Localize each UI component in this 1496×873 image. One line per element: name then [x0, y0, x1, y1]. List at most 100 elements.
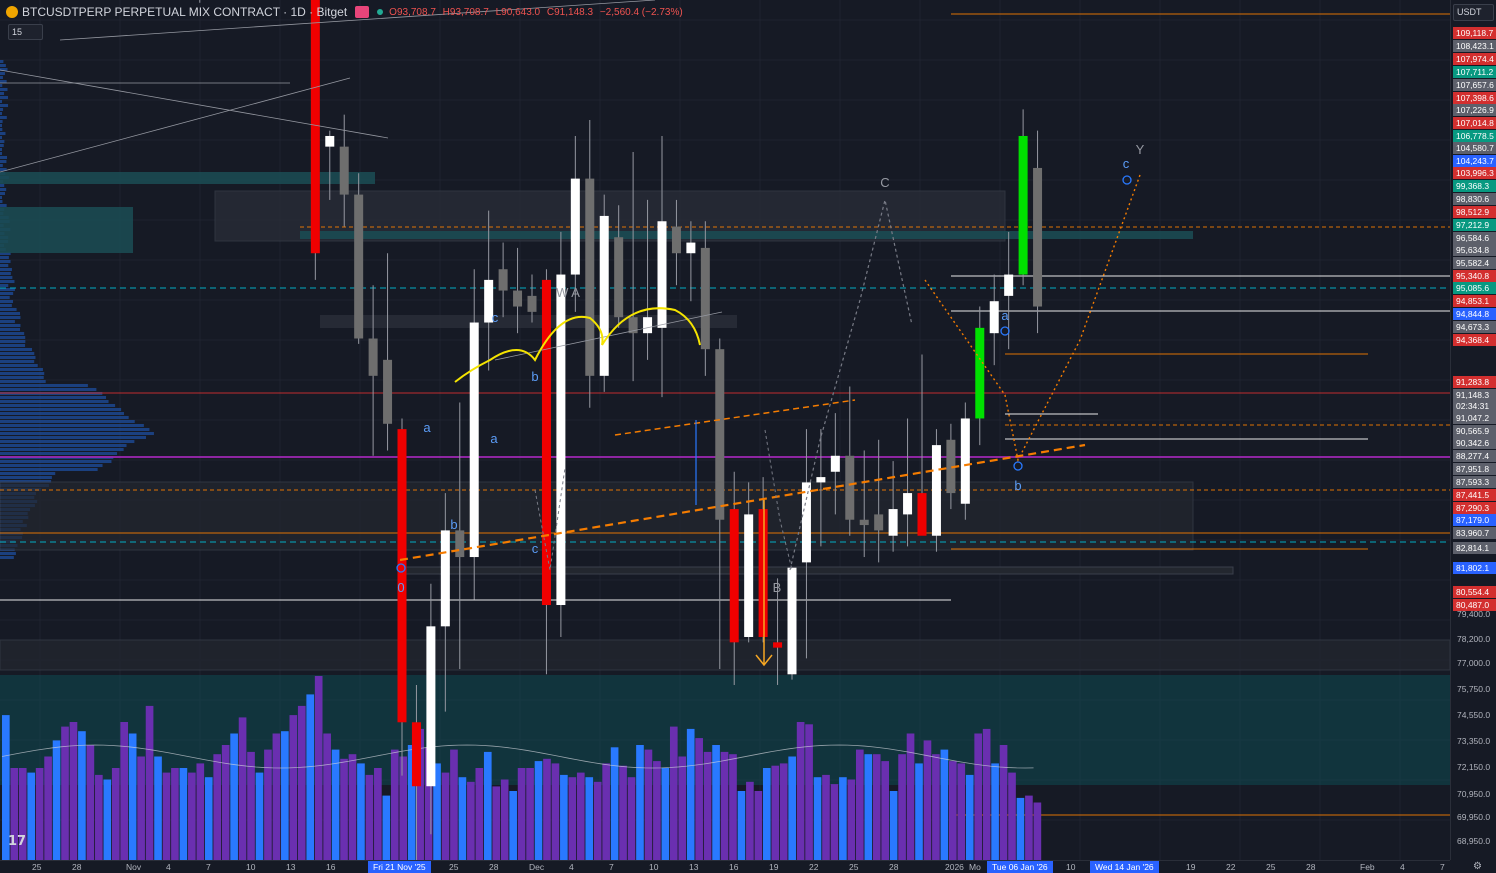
volume-bar — [687, 729, 695, 860]
alert-icon[interactable] — [355, 6, 369, 18]
profile-bar — [0, 420, 135, 423]
candle-body — [470, 323, 479, 558]
price-tick: 75,750.0 — [1457, 684, 1490, 694]
profile-bar — [0, 440, 134, 443]
price-label: 02:34:31 — [1453, 400, 1496, 412]
volume-bar — [146, 706, 154, 860]
profile-bar — [0, 368, 43, 371]
profile-bar — [0, 160, 6, 163]
profile-bar — [0, 192, 5, 195]
profile-bar — [0, 292, 13, 295]
profile-bar — [0, 200, 2, 203]
profile-bar — [0, 268, 12, 271]
profile-bar — [0, 132, 5, 135]
ohlc-close: C91,148.3 — [547, 7, 593, 18]
currency-selector[interactable]: USDT — [1453, 4, 1494, 21]
time-tick: 7 — [1440, 862, 1445, 872]
time-tick: 10 — [649, 862, 658, 872]
price-label: 107,014.8 — [1453, 117, 1496, 129]
gear-icon[interactable]: ⚙ — [1473, 861, 1482, 872]
volume-bar — [492, 786, 500, 860]
price-label: 90,342.6 — [1453, 437, 1496, 449]
wave-label: b — [1014, 478, 1021, 493]
profile-bar — [0, 324, 20, 327]
price-label: 96,584.6 — [1453, 232, 1496, 244]
candle-body — [1004, 275, 1013, 296]
price-tick: 69,950.0 — [1457, 812, 1490, 822]
ohlc-change: −2,560.4 (−2.73%) — [600, 7, 683, 18]
profile-bar — [0, 444, 127, 447]
volume-bar — [306, 694, 314, 860]
profile-bar — [0, 320, 15, 323]
time-tick: 4 — [1400, 862, 1405, 872]
resistance-trendline — [615, 400, 855, 435]
profile-bar — [0, 340, 25, 343]
profile-bar — [0, 344, 25, 347]
ohlc-open: O93,708.7 — [389, 7, 436, 18]
wave-label: 0 — [397, 580, 404, 595]
volume-bar — [154, 757, 162, 861]
time-axis[interactable]: 25 28 Nov 4 7 10 13 16 25 28 Dec 4 7 10 13 16 19 22 25 28 20… — [0, 860, 1450, 873]
time-tick: 28 — [1306, 862, 1315, 872]
volume-bar — [738, 791, 746, 860]
volume-bar — [1034, 803, 1042, 861]
zone-teal — [0, 207, 133, 253]
candle-body — [788, 568, 797, 675]
price-label: 94,368.4 — [1453, 334, 1496, 346]
time-highlight-label: Tue 06 Jan '26 — [987, 861, 1053, 873]
volume-bar — [678, 757, 686, 861]
volume-bar — [526, 768, 534, 860]
tradingview-logo-icon[interactable]: 17 — [8, 834, 36, 852]
volume-bar — [475, 768, 483, 860]
candle-body — [354, 195, 363, 339]
candle-body — [412, 722, 421, 786]
price-chart[interactable]: a b c a b c a b c 0 B C Y W A — [0, 0, 1450, 860]
candle-body — [961, 418, 970, 503]
time-tick: 13 — [689, 862, 698, 872]
profile-bar — [0, 140, 4, 143]
price-label: 94,673.3 — [1453, 321, 1496, 333]
candle-body — [585, 179, 594, 376]
trend-line — [0, 70, 388, 138]
profile-bar — [0, 300, 13, 303]
profile-bar — [0, 552, 16, 555]
candle-body — [311, 0, 320, 253]
candle-body — [513, 291, 522, 307]
volume-bar — [78, 731, 86, 860]
candle-body — [426, 626, 435, 786]
profile-bar — [0, 336, 25, 339]
profile-bar — [0, 116, 7, 119]
price-label: 109,118.7 — [1453, 27, 1496, 39]
profile-bar — [0, 92, 4, 95]
volume-bar — [924, 740, 932, 860]
volume-bar — [484, 752, 492, 860]
volume-bar — [340, 759, 348, 860]
profile-bar — [0, 164, 3, 167]
candle-body — [1033, 168, 1042, 307]
volume-bar — [171, 768, 179, 860]
volume-bar — [256, 773, 264, 860]
time-tick: 2026 — [945, 862, 964, 872]
volume-bar — [881, 761, 889, 860]
profile-bar — [0, 400, 109, 403]
symbol-title[interactable]: BTCUSDTPERP PERPETUAL MIX CONTRACT · 1D … — [22, 5, 347, 19]
candle-body — [528, 296, 537, 312]
price-label: 107,226.9 — [1453, 104, 1496, 116]
profile-bar — [0, 384, 88, 387]
ohlc-readout: O93,708.7 H93,708.7 L90,643.0 C91,148.3 … — [389, 7, 687, 18]
profile-bar — [0, 156, 7, 159]
indicator-chip[interactable]: 15 — [8, 24, 43, 40]
profile-bar — [0, 100, 2, 103]
candle-body — [744, 514, 753, 637]
profile-bar — [0, 312, 20, 315]
candle-body — [658, 221, 667, 328]
volume-bar — [662, 768, 670, 860]
volume-bar — [898, 754, 906, 860]
volume-bar — [645, 750, 653, 860]
price-label: 81,802.1 — [1453, 562, 1496, 574]
volume-bar — [788, 757, 796, 861]
volume-bar — [932, 754, 940, 860]
candle-body — [715, 349, 724, 520]
time-tick: 28 — [889, 862, 898, 872]
price-tick: 78,200.0 — [1457, 634, 1490, 644]
